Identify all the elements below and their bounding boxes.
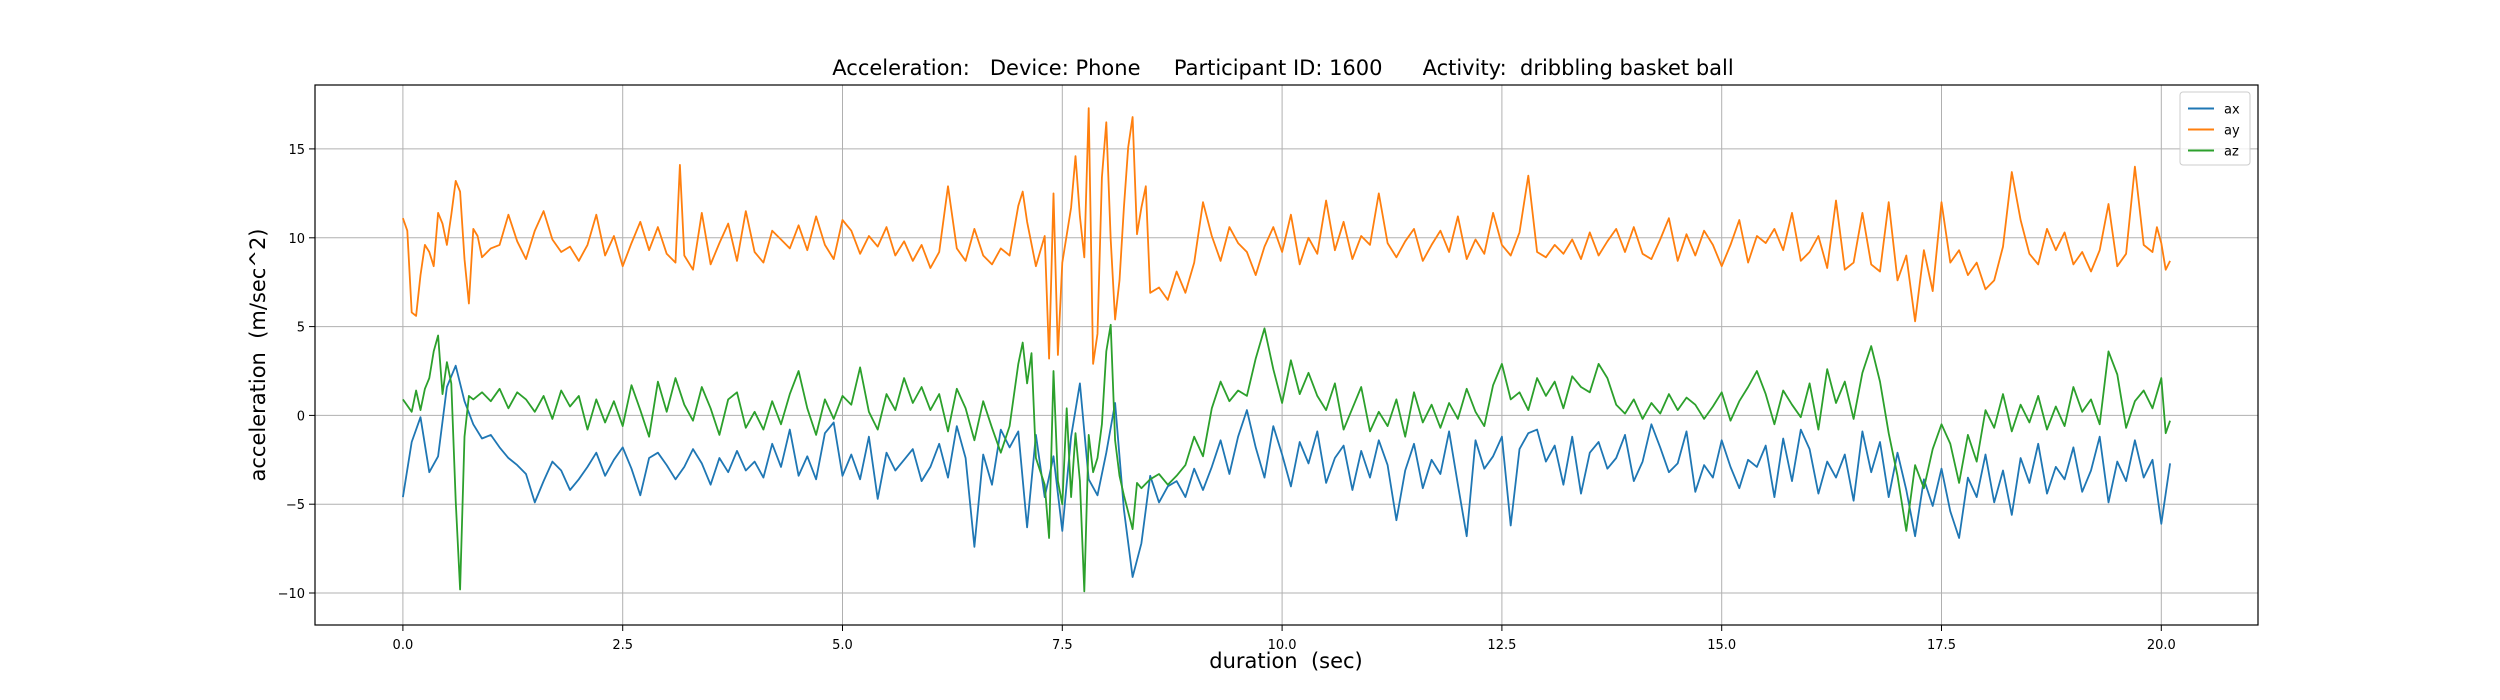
x-tick-label: 7.5	[1052, 638, 1073, 653]
legend: ax ay az	[2179, 91, 2251, 166]
plot-frame	[314, 84, 2259, 626]
x-tick-label: 0.0	[393, 638, 414, 653]
series-line-ay	[402, 107, 2171, 365]
legend-box	[2179, 91, 2251, 166]
y-tick-label: −5	[286, 498, 305, 513]
legend-label-az: az	[2224, 145, 2239, 160]
series-line-ax	[402, 364, 2171, 578]
x-axis-title: duration (sec)	[1209, 649, 1363, 673]
x-tick-label: 12.5	[1487, 638, 1516, 653]
x-tick-label: 15.0	[1707, 638, 1736, 653]
x-tick-label: 5.0	[832, 638, 853, 653]
x-tick-label: 10.0	[1268, 638, 1297, 653]
series-lines	[402, 107, 2171, 593]
y-tick-label: 0	[297, 409, 305, 424]
y-axis-title: acceleration (m/sec^2)	[246, 229, 270, 482]
chart-title: Acceleration: Device: Phone Participant …	[832, 56, 1733, 80]
y-tick-label: 15	[288, 143, 305, 158]
y-tick-label: 5	[297, 321, 305, 336]
x-tick-label: 17.5	[1927, 638, 1956, 653]
grid-lines	[315, 85, 2258, 625]
x-tick-label: 20.0	[2147, 638, 2176, 653]
axis-ticks: 0.0 2.5 5.0 7.5 10.0 12.5 15.0 17.5 20.0 −10 −5 0 5 1…	[278, 143, 2176, 653]
legend-label-ax: ax	[2224, 103, 2240, 118]
series-line-az	[402, 323, 2171, 593]
legend-label-ay: ay	[2224, 124, 2240, 139]
x-tick-label: 2.5	[612, 638, 633, 653]
y-tick-label: −10	[278, 587, 305, 602]
y-tick-label: 10	[288, 232, 305, 247]
